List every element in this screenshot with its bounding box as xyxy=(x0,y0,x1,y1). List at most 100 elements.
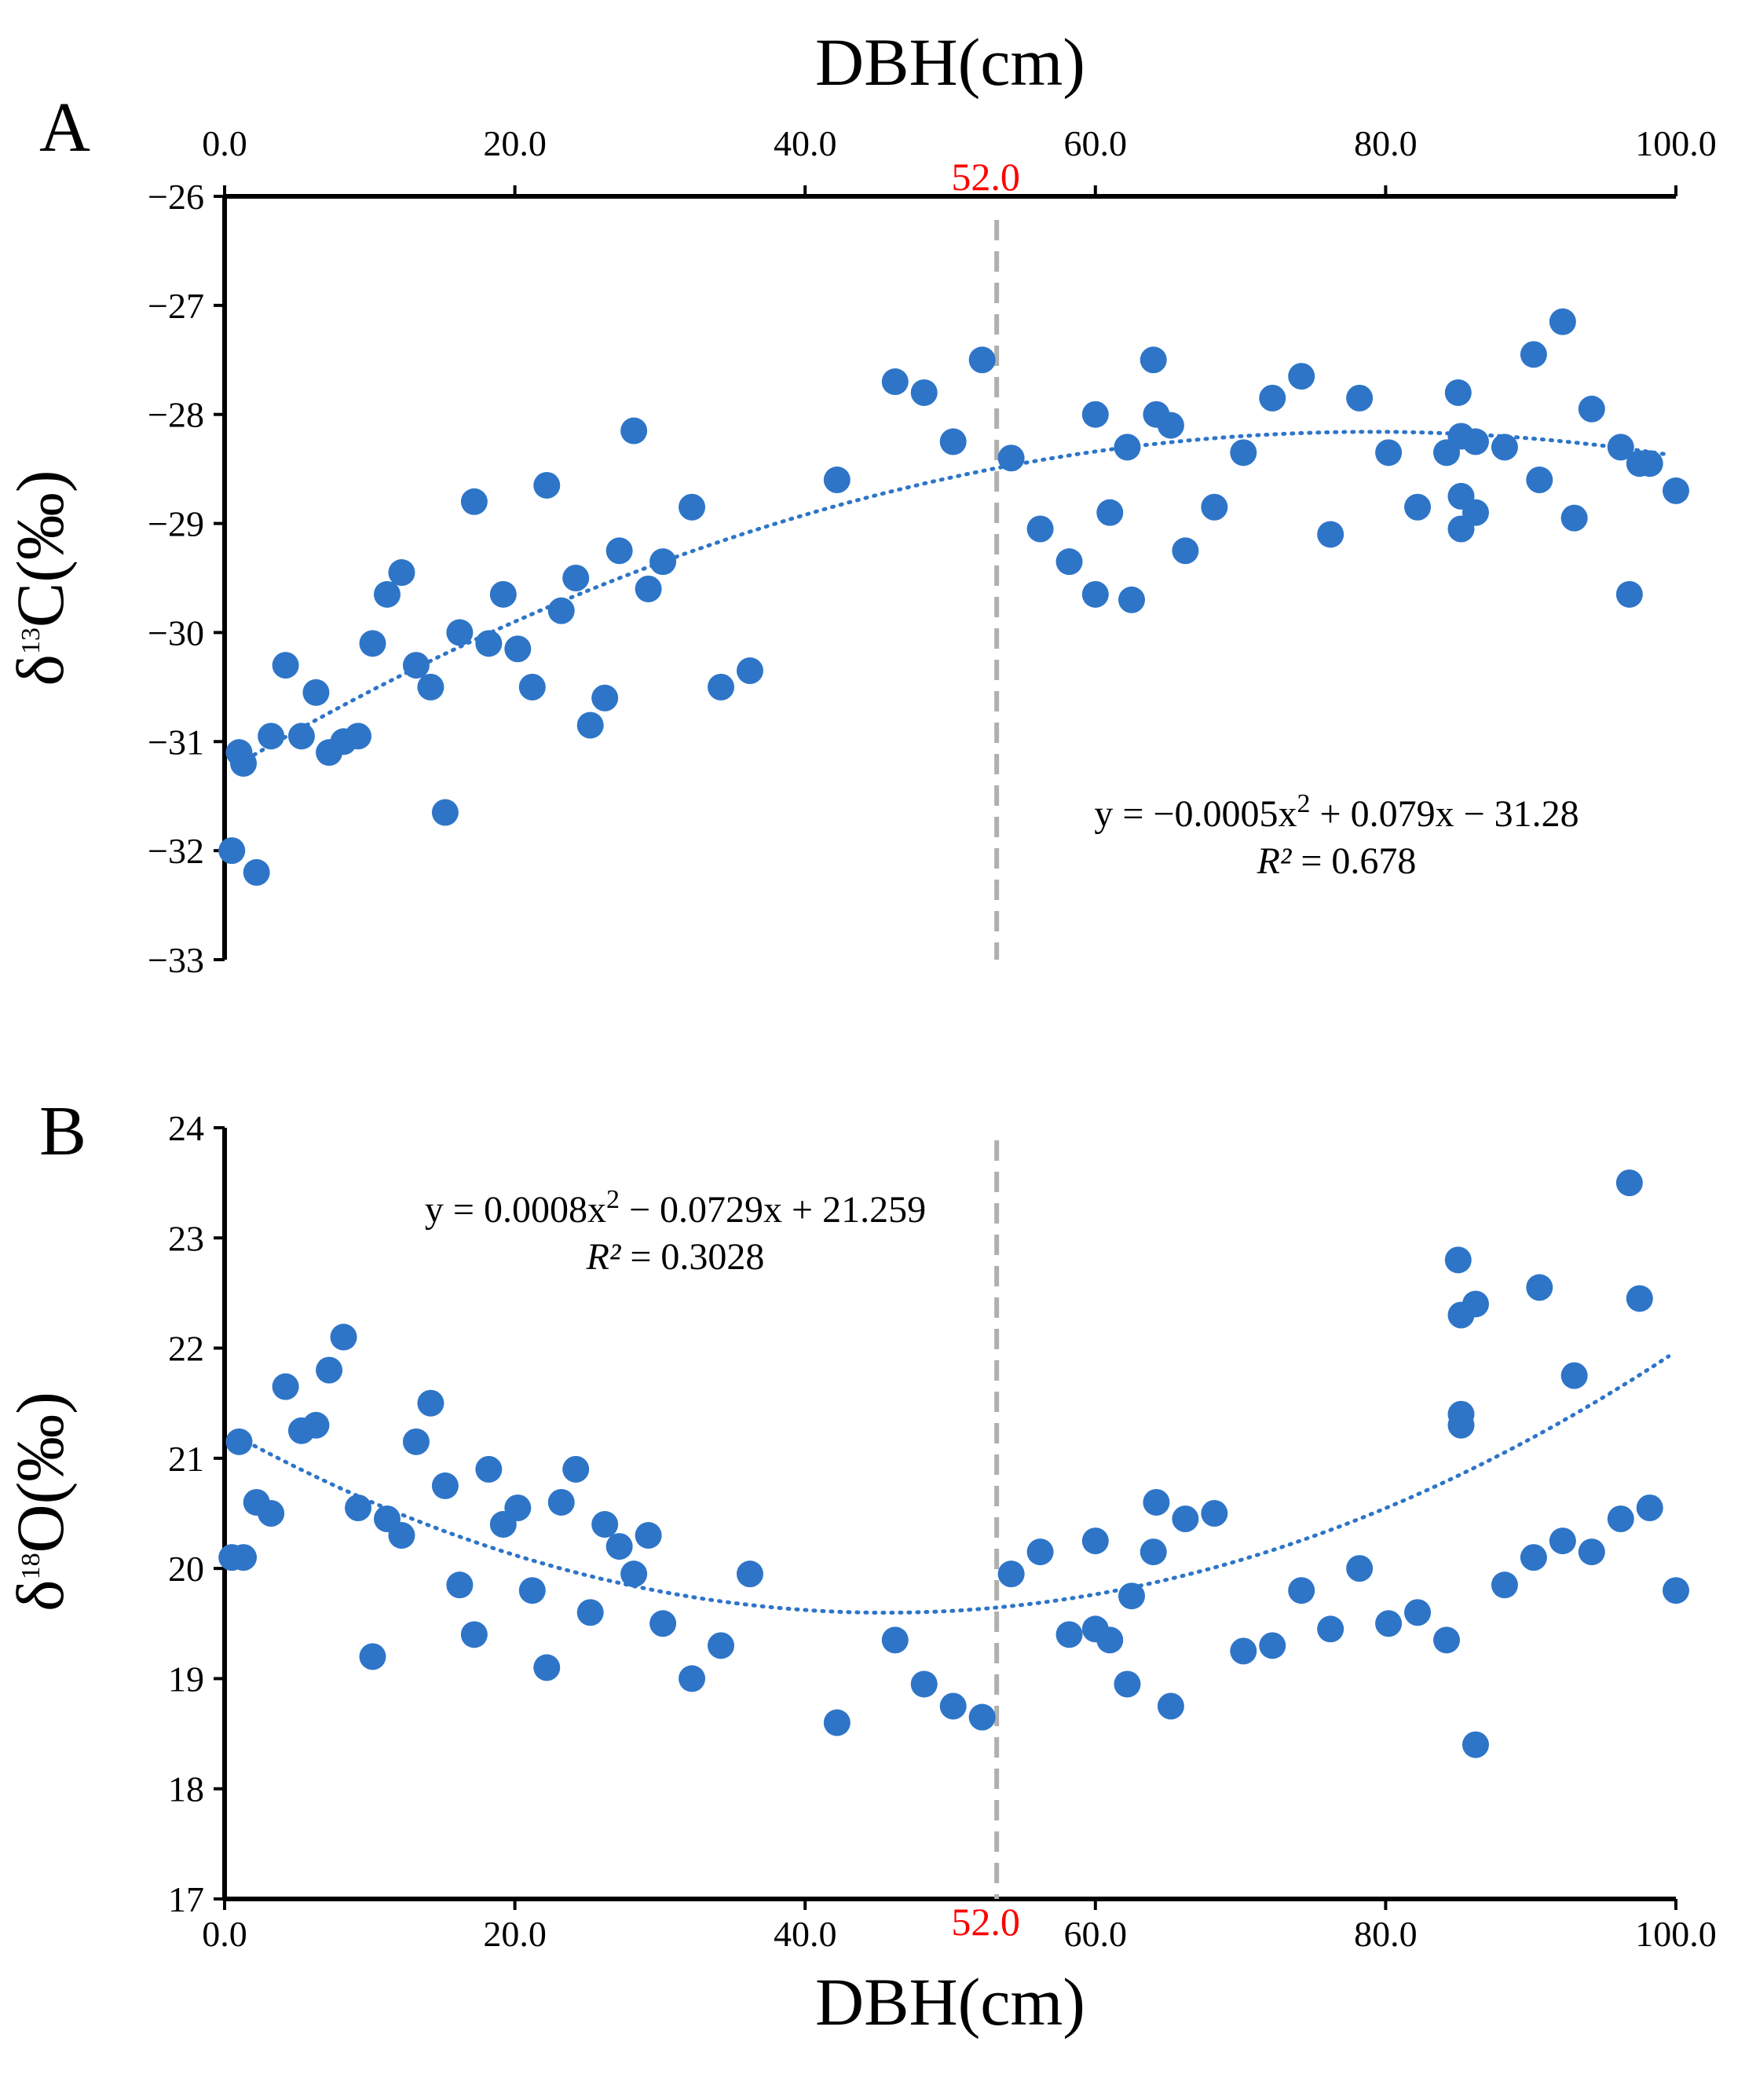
data-point xyxy=(302,679,330,706)
data-point xyxy=(910,1670,938,1698)
y-axis-title: δ18O(‰) xyxy=(2,1392,78,1612)
data-point xyxy=(272,1373,299,1400)
data-point xyxy=(1081,1527,1109,1555)
y-tick-label: 21 xyxy=(168,1439,204,1479)
data-point xyxy=(1201,493,1228,521)
data-point xyxy=(939,428,967,455)
x-tick-label: 100.0 xyxy=(1635,123,1717,163)
data-point xyxy=(997,1560,1025,1588)
data-point xyxy=(1172,1505,1199,1533)
data-point xyxy=(518,1577,546,1604)
data-point xyxy=(708,1632,735,1659)
data-point xyxy=(562,1455,590,1483)
data-point xyxy=(1404,1599,1432,1626)
y-axis-title-sup: 18 xyxy=(16,1553,46,1579)
data-point xyxy=(1375,1610,1403,1637)
data-point xyxy=(243,858,270,886)
panel-a: 0.0 20.0 40.0 60.0 80.0 100.0 −26 −27 −28 −29 −30 −… xyxy=(2,24,1717,980)
data-point xyxy=(1578,1538,1605,1566)
equation-sup: 2 xyxy=(1297,789,1311,818)
data-point xyxy=(1288,363,1315,390)
data-point xyxy=(997,445,1025,472)
x-tick-label: 20.0 xyxy=(483,1914,547,1954)
y-axis-title-prefix: δ xyxy=(2,654,78,686)
data-point xyxy=(258,723,285,750)
data-point xyxy=(1526,1274,1553,1301)
data-point xyxy=(1055,548,1083,576)
x-tick-label: 80.0 xyxy=(1354,123,1418,163)
r-squared: R² = 0.3028 xyxy=(586,1236,765,1278)
data-point xyxy=(446,619,474,646)
data-point xyxy=(460,488,488,515)
r-squared-value: = 0.3028 xyxy=(620,1236,764,1278)
x-tick-label: 0.0 xyxy=(202,123,247,163)
data-point xyxy=(576,712,604,739)
data-point xyxy=(460,1621,488,1648)
data-point xyxy=(475,630,503,657)
y-tick-label: 18 xyxy=(168,1769,204,1809)
x-axis-title: DBH(cm) xyxy=(815,1964,1085,2040)
y-tick-label: −31 xyxy=(148,722,204,762)
data-point xyxy=(518,673,546,701)
data-point xyxy=(1520,341,1547,368)
panel-b: 0.0 20.0 40.0 60.0 80.0 100.0 24 23 22 21 20 19 18 17… xyxy=(2,1092,1717,2040)
data-point xyxy=(504,635,532,663)
data-point xyxy=(1118,1582,1145,1610)
data-point xyxy=(1026,515,1054,543)
regression-equation: y = 0.0008x2 − 0.0729x + 21.259 xyxy=(425,1185,926,1231)
data-point xyxy=(475,1455,503,1483)
data-point xyxy=(968,1703,996,1731)
data-point xyxy=(1461,1290,1489,1318)
data-point xyxy=(620,417,648,445)
data-point xyxy=(1615,580,1643,608)
data-point xyxy=(230,1544,258,1571)
equation-tail: − 0.0729x + 21.259 xyxy=(620,1189,926,1231)
y-tick-label: 24 xyxy=(168,1108,204,1148)
y-tick-label: −30 xyxy=(148,613,204,653)
data-point xyxy=(591,1511,619,1538)
data-point xyxy=(316,1356,343,1384)
data-point xyxy=(1491,1571,1518,1599)
data-point xyxy=(1607,434,1634,461)
data-point xyxy=(1549,308,1576,335)
data-point xyxy=(1096,499,1124,526)
data-point xyxy=(225,1428,253,1455)
data-point xyxy=(402,1428,430,1455)
trendline xyxy=(237,430,1671,766)
data-point xyxy=(679,493,706,521)
data-point xyxy=(1114,1670,1141,1698)
data-point xyxy=(1461,499,1489,526)
data-point xyxy=(489,580,517,608)
data-point xyxy=(605,1533,633,1560)
data-point xyxy=(272,652,299,679)
data-point xyxy=(345,1494,372,1521)
data-point xyxy=(373,580,401,608)
data-point xyxy=(1230,1637,1257,1665)
data-point xyxy=(1143,1488,1170,1516)
data-point xyxy=(1526,466,1553,494)
data-point xyxy=(1549,1527,1576,1555)
data-point xyxy=(620,1560,648,1588)
data-point xyxy=(1636,450,1663,477)
data-point xyxy=(1607,1505,1634,1533)
data-point xyxy=(1230,439,1257,466)
y-tick-label: 17 xyxy=(168,1879,204,1919)
data-point xyxy=(446,1571,474,1599)
data-point xyxy=(1491,434,1518,461)
data-point xyxy=(1140,1538,1167,1566)
data-point xyxy=(1444,379,1472,406)
y-axis-title-prefix: δ xyxy=(2,1579,78,1612)
y-axis-title: δ13C(‰) xyxy=(2,470,78,686)
data-point xyxy=(1578,395,1605,423)
x-tick-label: 40.0 xyxy=(774,1914,837,1954)
data-point xyxy=(1259,384,1286,412)
data-point xyxy=(330,1323,357,1351)
x-tick-label: 20.0 xyxy=(483,123,547,163)
data-point xyxy=(1433,1626,1461,1654)
data-point xyxy=(881,368,909,396)
data-point xyxy=(823,1709,851,1736)
data-point xyxy=(1636,1494,1663,1521)
y-axis-title-rest: O(‰) xyxy=(2,1392,78,1553)
data-point xyxy=(881,1626,909,1654)
data-point xyxy=(1447,1411,1475,1439)
